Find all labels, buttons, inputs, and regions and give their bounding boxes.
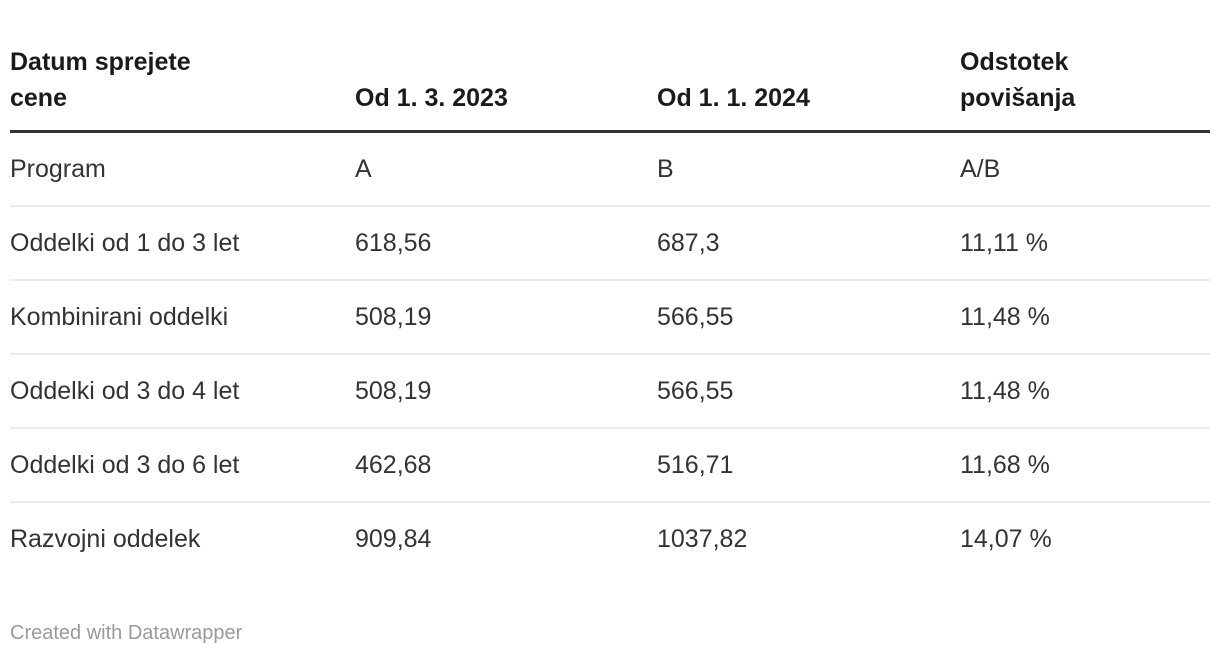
cell-value-ab: 14,07 % bbox=[960, 524, 1052, 553]
cell-value-b: 516,71 bbox=[657, 428, 960, 503]
cell-value-b: 566,55 bbox=[657, 280, 960, 355]
cell-value-ab: 11,48 % bbox=[960, 354, 1210, 429]
col-header-od-1-3-2023: Od 1. 3. 2023 bbox=[355, 0, 657, 133]
table-row-oddelki-3-6: Oddelki od 3 do 6 let 462,68 516,71 11,6… bbox=[10, 428, 1210, 503]
cell-value-ab: 11,11 % bbox=[960, 206, 1210, 281]
table-header: Datum sprejete cene Od 1. 3. 2023 Od 1. … bbox=[10, 0, 1210, 133]
cell-row-label: Oddelki od 1 do 3 let bbox=[10, 206, 355, 281]
cell-value-b: B bbox=[657, 131, 960, 207]
cell-value-ab: A/B bbox=[960, 131, 1210, 207]
cell-row-label: Oddelki od 3 do 6 let bbox=[10, 428, 355, 503]
cell-value-b: 687,3 bbox=[657, 206, 960, 281]
cell-value-a: A bbox=[355, 131, 657, 207]
table-row-razvojni: Razvojni oddelek 909,84 1037,82 14,07 % bbox=[10, 502, 1210, 575]
cell-value-a: 618,56 bbox=[355, 206, 657, 281]
cell-row-label: Program bbox=[10, 131, 355, 207]
table-body: Program A B A/B Oddelki od 1 do 3 let 61… bbox=[10, 131, 1210, 576]
cell-value-a: 909,84 bbox=[355, 524, 432, 553]
cell-row-label: Razvojni oddelek bbox=[10, 524, 201, 553]
cell-row-label: Kombinirani oddelki bbox=[10, 280, 355, 355]
table-row-program: Program A B A/B bbox=[10, 131, 1210, 207]
table-row-oddelki-3-4: Oddelki od 3 do 4 let 508,19 566,55 11,4… bbox=[10, 354, 1210, 429]
col-header-odstotek-povisanja: Odstotek povišanja bbox=[960, 0, 1210, 133]
cell-value-a: 508,19 bbox=[355, 354, 657, 429]
col-header-od-1-1-2024: Od 1. 1. 2024 bbox=[657, 0, 960, 133]
cell-value-b: 1037,82 bbox=[657, 524, 748, 553]
datawrapper-attribution-link[interactable]: Created with Datawrapper bbox=[10, 622, 243, 644]
table-row-oddelki-1-3: Oddelki od 1 do 3 let 618,56 687,3 11,11… bbox=[10, 206, 1210, 281]
cell-value-b: 566,55 bbox=[657, 354, 960, 429]
table-row-kombinirani: Kombinirani oddelki 508,19 566,55 11,48 … bbox=[10, 280, 1210, 355]
header-row: Datum sprejete cene Od 1. 3. 2023 Od 1. … bbox=[10, 0, 1210, 133]
cell-value-a: 508,19 bbox=[355, 280, 657, 355]
cell-value-ab: 11,48 % bbox=[960, 280, 1210, 355]
cell-value-ab: 11,68 % bbox=[960, 428, 1210, 503]
col-header-datum-sprejete-cene: Datum sprejete cene bbox=[10, 0, 355, 133]
cell-row-label: Oddelki od 3 do 4 let bbox=[10, 354, 355, 429]
price-table: Datum sprejete cene Od 1. 3. 2023 Od 1. … bbox=[10, 0, 1210, 575]
cell-value-a: 462,68 bbox=[355, 428, 657, 503]
